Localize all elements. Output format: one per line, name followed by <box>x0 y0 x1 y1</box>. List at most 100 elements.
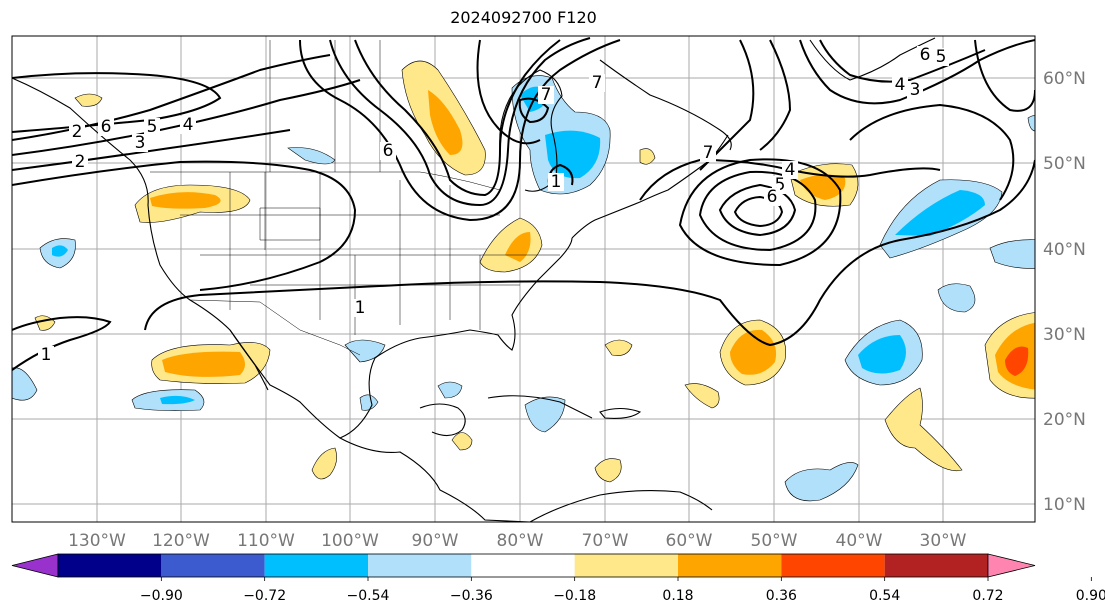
contour-line <box>299 39 621 222</box>
colorbar-tick-label: 0.54 <box>869 588 900 604</box>
contour-line <box>12 129 291 171</box>
positive-anomaly-region <box>730 329 777 375</box>
contour-label-bg <box>72 153 88 171</box>
longitude-label: 80°W <box>497 531 544 551</box>
yucatan-coast <box>419 403 466 437</box>
contour-label: 4 <box>183 115 194 135</box>
greenland-coast <box>809 37 936 81</box>
negative-anomaly-region <box>437 381 463 399</box>
contour-line <box>678 158 842 267</box>
hispaniola-coast <box>599 407 642 419</box>
contour-label-bg <box>917 46 933 64</box>
negative-anomaly-region <box>937 283 976 313</box>
longitude-label: 90°W <box>412 531 459 551</box>
south-america-coast <box>529 490 713 522</box>
contour-line <box>329 37 591 207</box>
contour-label: 7 <box>541 85 552 105</box>
positive-anomaly-region <box>34 315 56 331</box>
contour-label-bg <box>38 346 54 364</box>
colorbar-tick-label: −0.36 <box>450 588 493 604</box>
colorbar-tick-label: −0.54 <box>347 588 390 604</box>
positive-anomaly-region <box>451 432 473 451</box>
contour-label: 4 <box>785 160 796 180</box>
colorbar-segment <box>161 554 265 577</box>
latitude-label: 50°N <box>1043 154 1086 174</box>
borders <box>150 40 560 356</box>
positive-anomaly-region <box>162 351 245 377</box>
colorbar-segment <box>574 554 678 577</box>
positive-anomaly-region <box>684 383 720 409</box>
contour-label: 5 <box>147 117 158 137</box>
contour-label: 1 <box>551 172 562 192</box>
contour-line <box>849 103 1015 201</box>
us-mexico-border <box>189 299 361 356</box>
negative-anomaly-region <box>287 147 336 165</box>
contour-line <box>354 39 561 197</box>
map-frame <box>11 35 1036 523</box>
latitude-labels: 60°N 50°N 40°N 30°N 20°N 10°N <box>1043 69 1086 515</box>
baja-coast <box>229 329 269 391</box>
negative-anomaly-region <box>12 367 38 401</box>
contour-line <box>12 79 361 156</box>
contour-line <box>144 159 1035 347</box>
negative-anomaly-region <box>895 190 985 236</box>
colorbar-segment <box>58 554 162 577</box>
contour-label: 4 <box>895 75 906 95</box>
colorbar-tick-label: 0.18 <box>662 588 693 604</box>
contour-label-bg <box>589 74 605 92</box>
longitude-label: 110°W <box>237 531 295 551</box>
contour-label-bg <box>892 76 908 94</box>
colorbar-tick-labels: −0.90 −0.72 −0.54 −0.36 −0.18 0.18 0.36 0.54 0.7… <box>140 577 1105 604</box>
contour-label-bg <box>98 118 114 136</box>
longitude-label: 50°W <box>751 531 798 551</box>
contour-line <box>974 39 1035 112</box>
negative-anomaly-region <box>858 335 906 374</box>
contour-label: 6 <box>101 117 112 137</box>
colorbar-segment <box>781 554 885 577</box>
colorbar-segment <box>884 554 988 577</box>
contour-line <box>476 39 541 145</box>
positive-anomaly-region <box>1005 346 1029 376</box>
colorbar-tick-label: 0.36 <box>766 588 797 604</box>
contour-label: 1 <box>355 298 366 318</box>
positive-anomaly-region <box>884 387 963 472</box>
longitude-label: 120°W <box>152 531 210 551</box>
latitude-label: 10°N <box>1043 495 1086 515</box>
contour-line <box>12 316 112 371</box>
colorbar-segment <box>368 554 472 577</box>
contour-label: 1 <box>41 345 52 365</box>
contour-label-bg <box>380 142 396 160</box>
contour-label: 6 <box>767 187 778 207</box>
contour-label: 5 <box>936 47 947 67</box>
colorbar-extend-max <box>987 553 1036 578</box>
positive-anomaly-region <box>74 93 103 107</box>
contour-label: 7 <box>592 73 603 93</box>
latitude-label: 40°N <box>1043 240 1086 260</box>
contour-label-bg <box>180 116 196 134</box>
colorbar-segment <box>678 554 782 577</box>
colorbar-extend-min <box>11 553 59 578</box>
positive-anomaly-region <box>639 148 656 165</box>
us-canada-border <box>150 171 501 191</box>
colorbar <box>11 553 1036 578</box>
longitude-labels: 130°W 120°W 110°W 100°W 90°W 80°W 70°W 60°W 50°W… <box>68 531 967 551</box>
contour-line <box>12 160 357 291</box>
negative-anomaly-region <box>524 396 566 433</box>
negative-anomaly-region <box>989 239 1035 269</box>
longitude-label: 70°W <box>582 531 629 551</box>
contour-label: 6 <box>383 141 394 161</box>
contour-line <box>733 195 784 228</box>
positive-anomaly-region <box>428 90 463 155</box>
negative-anomaly-region <box>160 395 195 405</box>
longitude-label: 130°W <box>68 531 126 551</box>
contour-line <box>698 170 817 252</box>
colorbar-segment <box>471 554 575 577</box>
contour-label-bg <box>69 123 85 141</box>
longitude-label: 100°W <box>321 531 379 551</box>
longitude-label: 60°W <box>666 531 713 551</box>
positive-anomaly-region <box>594 458 622 483</box>
contour-label: 3 <box>135 133 146 153</box>
coastlines <box>12 37 936 522</box>
contour-label: 5 <box>775 175 786 195</box>
